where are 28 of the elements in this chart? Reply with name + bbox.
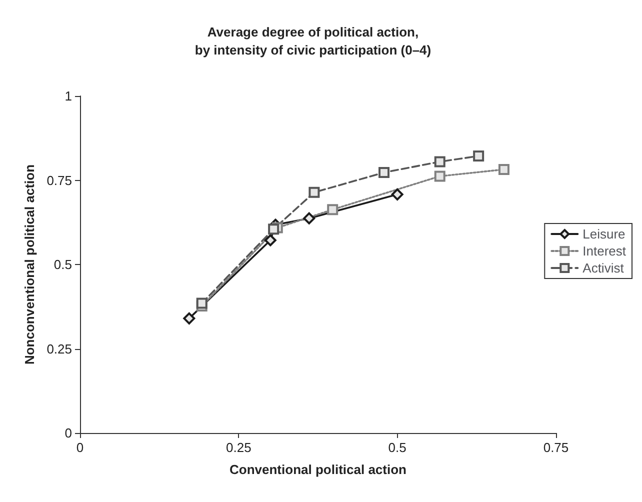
point bbox=[268, 224, 280, 235]
point bbox=[196, 298, 208, 309]
point bbox=[473, 150, 484, 162]
point bbox=[434, 170, 446, 182]
legend-label: Leisure bbox=[582, 226, 626, 242]
legend-label: Activist bbox=[582, 260, 624, 276]
y-tick-label: 0.75 bbox=[46, 172, 72, 188]
y-tick-label: 0 bbox=[64, 426, 72, 440]
point bbox=[308, 186, 320, 198]
point bbox=[378, 167, 390, 178]
x-axis-title: Conventional political action bbox=[230, 462, 407, 477]
point bbox=[498, 164, 510, 175]
point bbox=[391, 188, 404, 200]
y-axis-title: Nonconventional political action bbox=[22, 164, 37, 365]
point bbox=[434, 156, 446, 168]
x-tick-label: 0.75 bbox=[543, 440, 569, 455]
point bbox=[183, 312, 196, 324]
point bbox=[327, 204, 338, 216]
x-tick-label: 0 bbox=[76, 440, 84, 455]
x-tick-label: 0.25 bbox=[226, 440, 252, 455]
point bbox=[303, 212, 316, 224]
chart-title: Average degree of political action, by intensity of civic participation (0–4) bbox=[194, 24, 432, 58]
legend-label: Interest bbox=[582, 244, 626, 258]
x-tick-label: 0.5 bbox=[388, 440, 406, 455]
y-tick-label: 0.5 bbox=[54, 257, 72, 272]
y-tick-label: 0.25 bbox=[46, 341, 72, 356]
point bbox=[264, 234, 276, 246]
y-tick-label: 1 bbox=[64, 88, 72, 104]
